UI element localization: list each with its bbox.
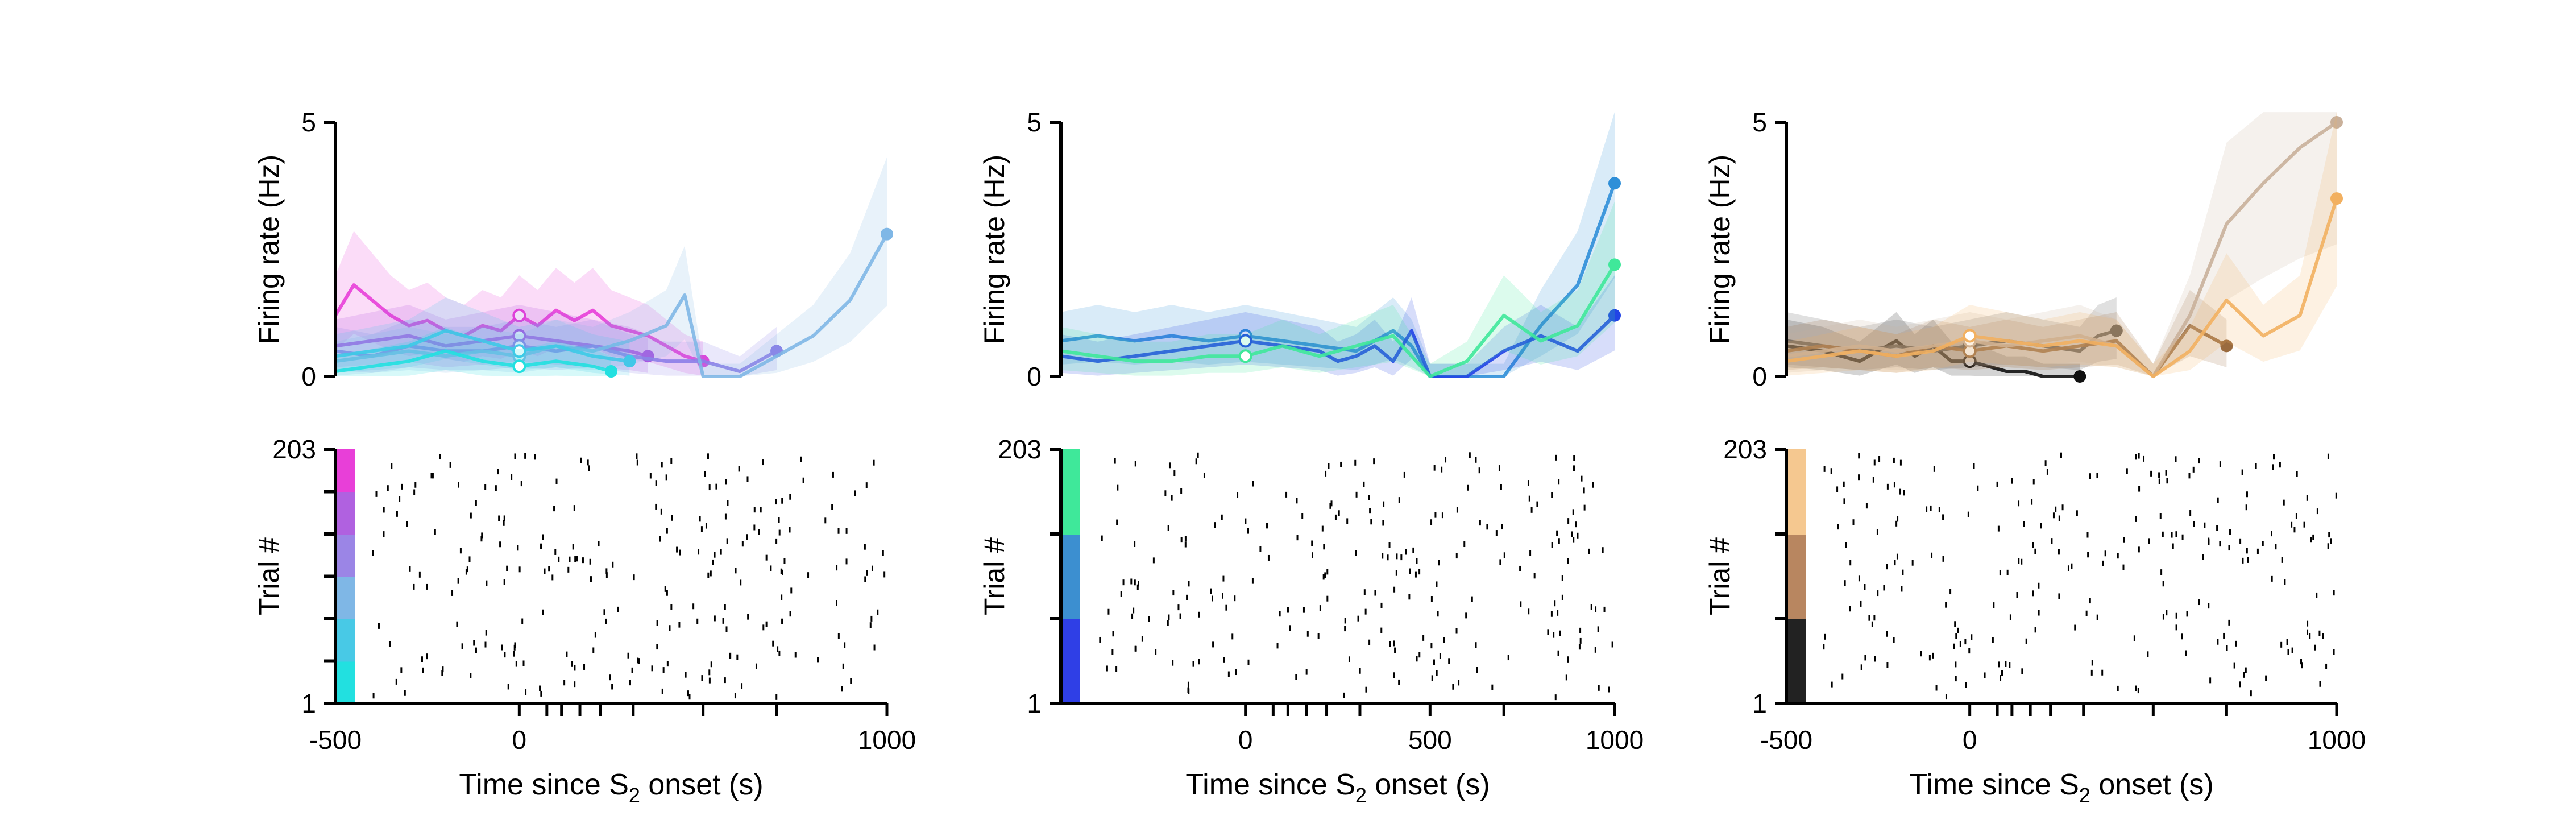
raster-panel-2: 203 1 Trial # 0 500 1000 Time since S2 onset (…	[978, 434, 1644, 807]
x-axis-label-main: Time since S	[1909, 768, 2079, 801]
condition-color-segment	[1061, 449, 1080, 535]
x-axis-label-main: Time since S	[1185, 768, 1355, 801]
x-tick-label: -500	[1760, 725, 1812, 755]
error-band	[335, 297, 630, 376]
series-end-point	[1608, 177, 1621, 190]
series-line	[335, 349, 612, 374]
psth-panel-2: 5 0 Firing rate (Hz)	[978, 107, 1621, 391]
error-band	[1061, 275, 1615, 376]
series-end-point	[1608, 309, 1621, 322]
x-tick-label: 0	[512, 725, 527, 755]
condition-color-segment	[1786, 619, 1806, 704]
y-tick-label: 1	[1027, 689, 1042, 718]
x-tick-label: -500	[309, 725, 362, 755]
x-tick-label: 0	[1238, 725, 1253, 755]
onset-marker	[512, 344, 526, 358]
series-end-point	[2073, 370, 2086, 383]
condition-color-segment	[335, 661, 355, 704]
y-tick-label: 0	[1752, 362, 1767, 391]
onset-marker	[1238, 334, 1252, 348]
series-line	[1060, 183, 1616, 378]
y-axis-label: Trial #	[1704, 537, 1736, 615]
error-band	[1061, 201, 1615, 376]
x-axis-label-main: Time since S	[459, 768, 629, 801]
onset-marker	[512, 308, 526, 322]
series-end-point	[605, 365, 617, 378]
series-line	[1060, 314, 1616, 378]
condition-color-segment	[1786, 449, 1806, 535]
error-band	[1061, 112, 1615, 376]
series-end-point	[2220, 339, 2233, 353]
y-axis-label: Trial #	[253, 537, 285, 615]
series-end-point	[2330, 116, 2343, 129]
x-axis-label-tail: onset (s)	[640, 768, 764, 801]
condition-color-segment	[1061, 534, 1080, 619]
psth-panel-3: 5 0 Firing rate (Hz)	[1704, 107, 2343, 391]
onset-marker	[1238, 349, 1252, 363]
y-axis-label: Firing rate (Hz)	[253, 155, 285, 344]
series-line	[1060, 263, 1616, 378]
x-axis-label-subscript: 2	[629, 784, 640, 807]
x-tick-label: 1000	[2308, 725, 2366, 755]
y-tick-label: 1	[301, 689, 316, 718]
y-tick-label: 203	[1723, 434, 1767, 464]
series-end-point	[623, 355, 636, 368]
onset-marker	[512, 359, 526, 374]
series-end-point	[881, 227, 893, 241]
y-tick-label: 0	[1027, 362, 1042, 391]
condition-color-segment	[335, 619, 355, 662]
y-tick-label: 5	[301, 107, 316, 137]
series-line	[335, 329, 630, 363]
y-axis-label: Trial #	[978, 537, 1010, 615]
x-axis-label: Time since S2 onset (s)	[1185, 768, 1490, 807]
series-line	[1786, 339, 2080, 378]
onset-marker	[1963, 329, 1977, 343]
x-tick-label: 1000	[1586, 725, 1644, 755]
error-band	[1786, 112, 2337, 376]
series-end-point	[2330, 192, 2343, 205]
series-line	[1786, 121, 2338, 378]
psth-panel-1: 5 0 Firing rate (Hz)	[253, 107, 893, 391]
series-line	[1786, 198, 2338, 378]
x-axis-label-tail: onset (s)	[1367, 768, 1490, 801]
x-axis-label: Time since S2 onset (s)	[459, 768, 763, 807]
series-end-point	[2110, 324, 2123, 337]
condition-color-segment	[335, 576, 355, 619]
x-axis-label-tail: onset (s)	[2090, 768, 2214, 801]
y-axis-label: Firing rate (Hz)	[1704, 155, 1736, 344]
condition-color-segment	[1786, 534, 1806, 619]
condition-color-segment	[335, 449, 355, 492]
x-tick-label: 1000	[858, 725, 916, 755]
y-tick-label: 203	[998, 434, 1042, 464]
x-axis-label: Time since S2 onset (s)	[1909, 768, 2213, 807]
series-line	[335, 334, 649, 358]
x-axis-label-subscript: 2	[1355, 784, 1367, 807]
y-tick-label: 203	[272, 434, 316, 464]
y-tick-label: 5	[1752, 107, 1767, 137]
condition-color-segment	[1061, 619, 1080, 704]
y-axis-label: Firing rate (Hz)	[978, 155, 1010, 344]
y-tick-label: 1	[1752, 689, 1767, 718]
y-tick-label: 5	[1027, 107, 1042, 137]
x-axis-label-subscript: 2	[2079, 784, 2090, 807]
condition-color-segment	[335, 534, 355, 577]
condition-color-segment	[335, 491, 355, 535]
y-tick-label: 0	[301, 362, 316, 391]
raster-panel-1: 203 1 Trial # -500 0 1000 Time since S2 onset …	[253, 434, 916, 807]
series-end-point	[1608, 258, 1621, 271]
x-tick-label: 500	[1408, 725, 1452, 755]
x-tick-label: 0	[1963, 725, 1977, 755]
raster-panel-3: 203 1 Trial # -500 0 1000 Time since S2 onset …	[1704, 434, 2366, 807]
error-band	[1786, 112, 2337, 376]
